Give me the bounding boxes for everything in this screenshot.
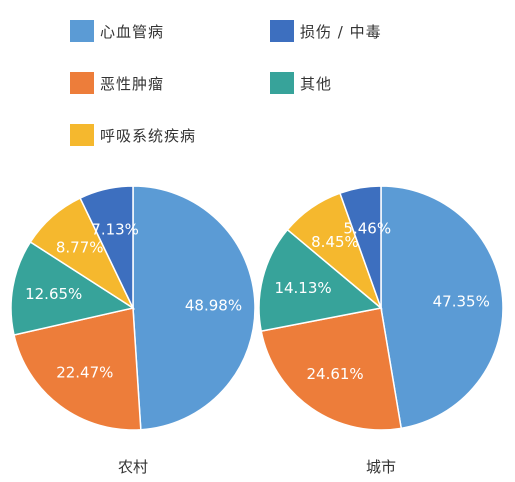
slice-label-respiratory: 8.77% <box>56 239 104 257</box>
legend-item-injury-poisoning: 损伤 / 中毒 <box>270 18 382 44</box>
pie-slice-cardiovascular <box>132 185 256 431</box>
legend-swatch <box>270 72 294 94</box>
chart-caption-rural: 农村 <box>118 458 148 476</box>
legend-label: 恶性肿瘤 <box>100 74 165 93</box>
pie-slice-other <box>10 240 135 336</box>
slice-label-other: 12.65% <box>25 285 82 303</box>
slice-label-malignant-tumor: 24.61% <box>306 365 363 383</box>
pie-slice-other <box>258 228 383 333</box>
slice-label-cardiovascular: 48.98% <box>185 296 242 314</box>
slice-label-injury-poisoning: 5.46% <box>343 220 391 238</box>
chart-caption-urban: 城市 <box>366 458 396 476</box>
slice-label-respiratory: 8.45% <box>311 233 359 251</box>
legend-label: 心血管病 <box>100 22 165 41</box>
legend-swatch <box>70 20 94 42</box>
legend-item-malignant-tumor: 恶性肿瘤 <box>70 70 164 96</box>
pie-chart-urban: 47.35% 24.61% 14.13% 8.45%5.46% <box>258 185 504 431</box>
slice-label-injury-poisoning: 7.13% <box>91 220 139 238</box>
pie-slice-malignant-tumor <box>260 307 403 431</box>
legend-swatch <box>270 20 294 42</box>
pie-slice-cardiovascular <box>380 185 504 430</box>
pie-slice-malignant-tumor <box>13 307 142 431</box>
legend-swatch <box>70 72 94 94</box>
legend-label: 其他 <box>300 74 333 93</box>
pie-chart-rural: 48.98% 22.47% 12.65% 8.77%7.13% <box>10 185 256 431</box>
legend-item-other: 其他 <box>270 70 332 96</box>
legend: 心血管病 损伤 / 中毒 恶性肿瘤 其他 呼吸系统疾病 <box>0 0 515 160</box>
legend-item-cardiovascular: 心血管病 <box>70 18 164 44</box>
slice-label-cardiovascular: 47.35% <box>433 292 490 310</box>
pie-slice-injury-poisoning <box>339 185 382 309</box>
legend-swatch <box>70 124 94 146</box>
legend-item-respiratory: 呼吸系统疾病 <box>70 122 196 148</box>
legend-label: 损伤 / 中毒 <box>300 22 382 41</box>
slice-label-malignant-tumor: 22.47% <box>56 363 113 381</box>
slice-label-other: 14.13% <box>274 279 331 297</box>
legend-label: 呼吸系统疾病 <box>100 126 197 145</box>
pie-slice-injury-poisoning <box>79 185 134 309</box>
